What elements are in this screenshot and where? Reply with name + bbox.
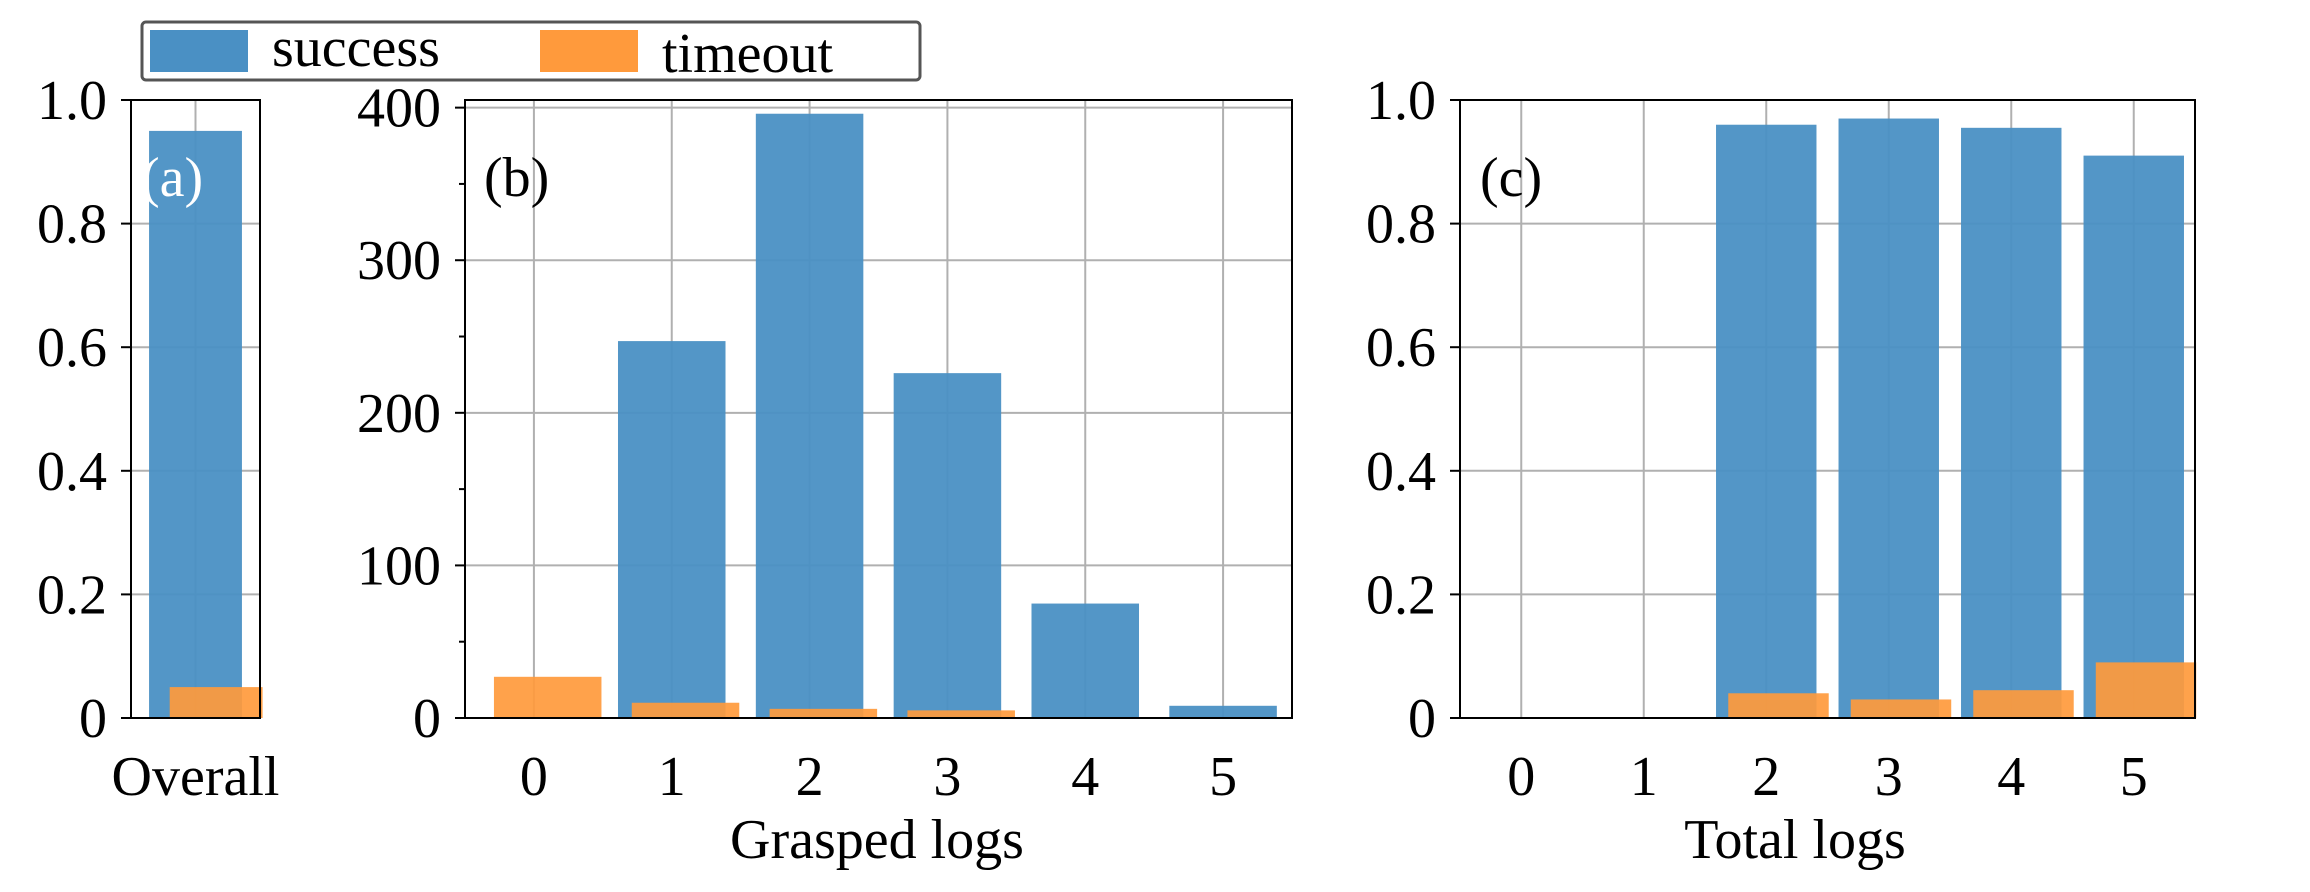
bar-success [149,130,242,718]
y-tick-label: 0 [413,688,441,750]
bar-timeout [493,676,602,718]
legend-swatch-timeout [540,30,638,72]
x-tick-label: Overall [112,746,280,808]
panel-c-label: (c) [1480,147,1542,209]
x-tick-label: 5 [1209,746,1237,808]
panel-b-label: (b) [484,147,549,209]
legend-frame [140,20,922,82]
y-tick-label: 0.4 [1366,441,1436,503]
bar-success [2083,155,2184,718]
bar-success [1169,705,1277,718]
bar-timeout [1973,690,2074,718]
x-tick-label: 1 [1630,746,1658,808]
bar-success [893,373,1002,718]
panel-a-label: (a) [141,147,203,209]
x-tick-label: 4 [1997,746,2025,808]
legend-label-success: success [272,17,440,79]
y-tick-label: 100 [357,535,441,597]
bar-timeout [1850,699,1952,718]
legend-swatch-success [150,30,248,72]
x-tick-label: 0 [1507,746,1535,808]
y-tick-label: 0.2 [1366,564,1436,626]
bar-timeout [2095,662,2197,718]
bar-success [1716,124,1817,719]
y-tick-label: 0.2 [37,564,107,626]
x-tick-label: 4 [1071,746,1099,808]
panel-c: 0 0.2 0.4 0.6 0.8 1.0 0 1 2 3 4 5 (c) Total logs [1366,70,2197,871]
x-tick-label: 0 [520,746,548,808]
axes-frame [130,99,261,719]
y-tick-label: 1.0 [37,70,107,132]
bar-timeout [631,702,740,718]
panel-b-xlabel: Grasped logs [730,809,1024,871]
bar-success [1031,603,1140,718]
y-tick-label: 0.8 [37,194,107,256]
panel-a: 0 0.2 0.4 0.6 0.8 1.0 Overall (a) [37,70,279,808]
x-tick-label: 1 [658,746,686,808]
y-tick-label: 0.6 [37,317,107,379]
y-tick-label: 400 [357,78,441,140]
bar-success [617,341,726,718]
y-tick-label: 200 [357,383,441,445]
bar-timeout [769,708,878,718]
x-tick-label: 3 [1875,746,1903,808]
y-tick-label: 0 [1408,688,1436,750]
x-tick-label: 2 [1752,746,1780,808]
legend-label-timeout: timeout [662,23,834,85]
legend: success timeout [140,17,922,85]
y-tick-label: 0.8 [1366,194,1436,256]
bar-success [1838,118,1939,719]
panel-b: 0 100 200 300 400 0 1 2 3 4 5 (b) Grasped logs [357,78,1293,871]
bar-success [1961,127,2062,718]
y-tick-label: 300 [357,230,441,292]
bar-timeout [169,687,263,718]
y-tick-label: 0.4 [37,441,107,503]
panel-c-xlabel: Total logs [1684,809,1906,871]
x-tick-label: 3 [933,746,961,808]
y-tick-label: 0 [79,688,107,750]
axes-frame [464,99,1293,719]
axes-frame [1459,99,2196,719]
x-tick-label: 2 [796,746,824,808]
y-tick-label: 0.6 [1366,317,1436,379]
y-tick-label: 1.0 [1366,70,1436,132]
bar-success [755,113,864,718]
bar-timeout [1728,693,1829,718]
x-tick-label: 5 [2120,746,2148,808]
bar-timeout [907,710,1015,718]
